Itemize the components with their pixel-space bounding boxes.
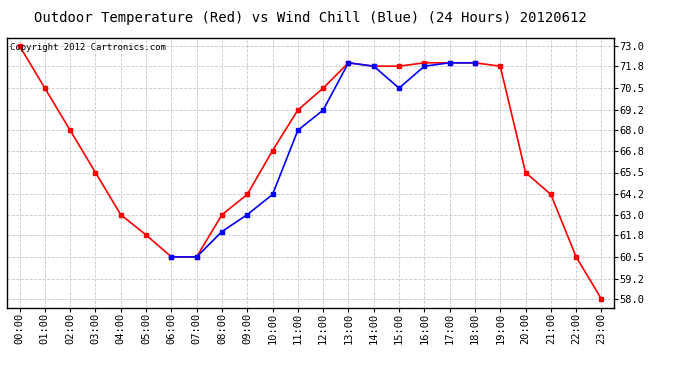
Text: Copyright 2012 Cartronics.com: Copyright 2012 Cartronics.com	[10, 43, 166, 52]
Text: Outdoor Temperature (Red) vs Wind Chill (Blue) (24 Hours) 20120612: Outdoor Temperature (Red) vs Wind Chill …	[34, 11, 587, 25]
